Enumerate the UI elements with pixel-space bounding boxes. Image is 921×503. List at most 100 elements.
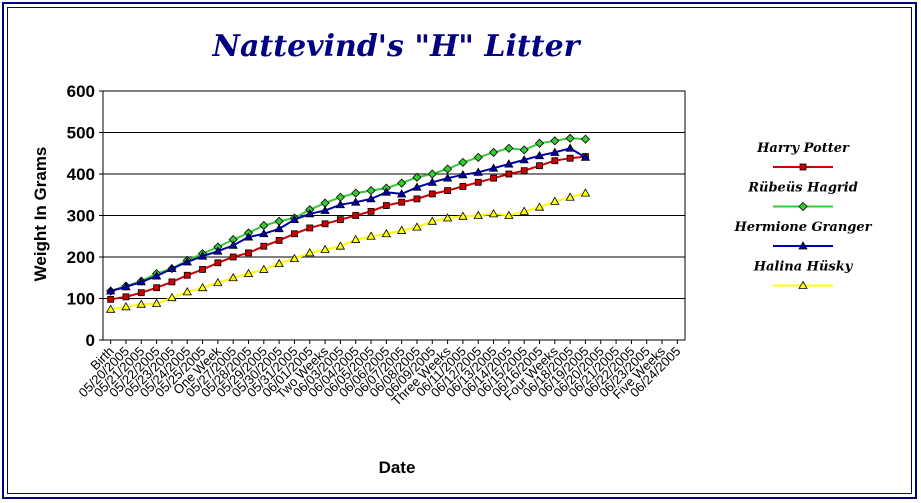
data-point xyxy=(336,216,344,224)
data-point xyxy=(213,246,223,255)
data-point xyxy=(396,189,407,198)
data-point xyxy=(413,195,421,203)
data-point xyxy=(427,177,437,186)
data-point xyxy=(305,248,315,257)
data-point xyxy=(291,230,298,238)
data-point xyxy=(213,277,223,287)
y-tick-label: 100 xyxy=(67,290,95,309)
data-point xyxy=(534,150,545,160)
gridlines xyxy=(103,132,685,299)
data-point xyxy=(536,162,543,170)
data-point xyxy=(520,167,528,175)
data-point xyxy=(199,266,206,273)
data-point xyxy=(243,268,254,278)
data-point xyxy=(136,277,146,286)
data-point xyxy=(121,282,131,291)
data-point xyxy=(473,152,483,162)
data-point xyxy=(397,178,407,188)
y-tick-label: 200 xyxy=(67,248,95,267)
data-point xyxy=(398,198,406,206)
y-tick-label: 0 xyxy=(86,331,95,350)
data-point xyxy=(444,187,452,195)
data-point xyxy=(259,228,269,238)
data-point xyxy=(474,178,482,186)
data-point xyxy=(335,241,346,250)
data-point xyxy=(168,278,176,286)
data-point xyxy=(443,164,453,174)
data-point xyxy=(305,209,315,218)
data-point xyxy=(105,304,116,313)
data-point xyxy=(320,244,330,253)
data-point xyxy=(488,147,499,157)
y-tick-label: 600 xyxy=(67,82,95,101)
series-2 xyxy=(105,143,591,295)
data-point xyxy=(351,234,361,243)
x-axis-ticks: Birth05/20/200505/21/200505/22/200505/23… xyxy=(75,340,683,409)
data-point xyxy=(580,134,591,144)
data-point xyxy=(412,182,422,191)
data-point xyxy=(167,292,177,302)
data-point xyxy=(550,136,560,146)
legend-swatch-marker xyxy=(798,201,808,212)
data-point xyxy=(504,159,514,168)
data-point xyxy=(289,253,300,263)
data-point xyxy=(565,143,575,152)
data-point xyxy=(182,287,192,296)
data-point xyxy=(550,147,560,156)
data-point xyxy=(274,258,284,268)
legend-swatch-marker xyxy=(799,163,807,171)
data-point xyxy=(382,202,390,209)
data-point xyxy=(151,271,162,280)
data-point xyxy=(321,220,329,228)
data-point xyxy=(505,170,513,178)
data-point xyxy=(473,210,483,219)
legend-label: Rübeüs Hagrid xyxy=(747,181,858,196)
data-point xyxy=(396,225,407,234)
data-point xyxy=(580,188,591,197)
x-axis-title: Date xyxy=(379,458,416,477)
data-point xyxy=(488,163,499,172)
legend-label: Harry Potter xyxy=(756,141,850,156)
data-point xyxy=(182,257,192,266)
series-3 xyxy=(105,188,591,313)
data-point xyxy=(275,236,283,244)
chart-title: Nattevind's "H" Litter xyxy=(212,29,582,64)
data-point xyxy=(488,209,499,218)
data-point xyxy=(136,299,146,308)
legend-label: Halina Hüsky xyxy=(753,260,854,275)
series-0 xyxy=(107,153,589,303)
data-point xyxy=(519,206,529,215)
data-point xyxy=(519,155,529,164)
data-point xyxy=(504,210,514,219)
y-axis-ticks: 0 100 200 300 400 500 600 xyxy=(67,82,103,350)
data-point xyxy=(352,212,360,219)
data-point xyxy=(245,249,252,257)
inner-border xyxy=(7,7,912,494)
data-point xyxy=(229,253,237,261)
data-point xyxy=(458,211,468,220)
data-point xyxy=(427,216,437,225)
data-point xyxy=(122,293,130,301)
data-point xyxy=(458,170,468,179)
data-point xyxy=(580,152,591,161)
legend-swatch-marker xyxy=(798,280,808,289)
series-lines xyxy=(105,133,591,313)
data-point xyxy=(565,192,575,201)
y-tick-label: 500 xyxy=(67,124,95,143)
data-point xyxy=(243,232,254,241)
data-point xyxy=(565,133,575,143)
data-point xyxy=(428,190,436,198)
data-point xyxy=(366,194,376,203)
data-point xyxy=(381,187,392,196)
data-point xyxy=(351,197,361,206)
data-point xyxy=(490,174,497,182)
data-point xyxy=(504,143,514,153)
data-point xyxy=(458,157,468,167)
data-point xyxy=(412,222,422,231)
legend: Harry Potter Rübeüs Hagrid Hermione Grange… xyxy=(733,141,873,289)
data-point xyxy=(274,223,284,233)
data-point xyxy=(107,295,115,303)
